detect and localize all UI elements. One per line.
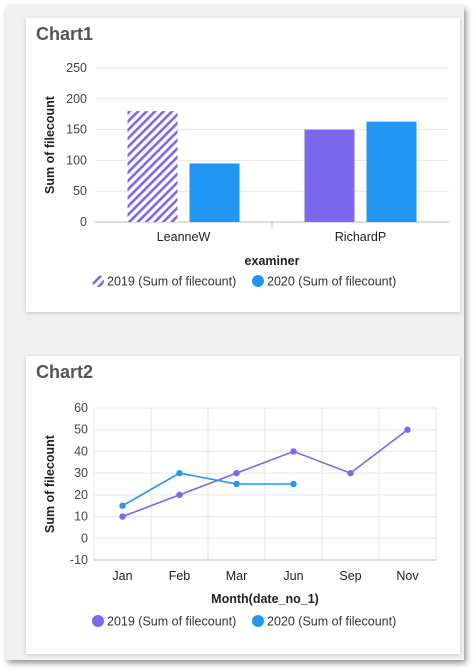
chart2-x-tick-label: Mar bbox=[226, 569, 248, 583]
chart2-legend-label: 2020 (Sum of filecount) bbox=[267, 615, 396, 629]
chart1-legend-label: 2020 (Sum of filecount) bbox=[267, 275, 396, 289]
chart1-x-tick-label: RichardP bbox=[335, 230, 386, 244]
chart2-x-axis-label: Month(date_no_1) bbox=[211, 592, 319, 606]
chart2-x-tick-label: Jan bbox=[112, 569, 132, 583]
chart2-x-tick-label: Sep bbox=[339, 569, 361, 583]
chart1-card: Chart1 0 50 100 150 200 250 LeanneW RichardP exa… bbox=[26, 18, 460, 312]
chart2-data-point bbox=[176, 491, 183, 499]
chart2-data-point bbox=[290, 448, 297, 455]
chart1-y-tick-label: 100 bbox=[66, 153, 87, 167]
chart2-title: Chart2 bbox=[36, 362, 94, 382]
chart2-y-tick-label: -10 bbox=[70, 553, 88, 567]
chart2-series-line bbox=[122, 429, 408, 518]
chart2-x-tick-label: Feb bbox=[169, 569, 191, 583]
chart2-data-point bbox=[290, 480, 297, 488]
chart2-series-line bbox=[122, 472, 294, 507]
chart2-svg: -10 0 10 20 30 40 50 60 Jan Feb Mar Jun Sep Nov Month(… bbox=[43, 401, 437, 629]
chart2-data-point bbox=[119, 502, 126, 509]
chart1-x-tick-label: LeanneW bbox=[157, 230, 211, 244]
chart1-y-tick-label: 250 bbox=[66, 61, 87, 75]
chart1-y-tick-label: 50 bbox=[73, 184, 87, 198]
chart2-legend-marker bbox=[252, 615, 264, 627]
chart1-title: Chart1 bbox=[36, 24, 94, 44]
chart2-legend-label: 2019 (Sum of filecount) bbox=[107, 615, 236, 629]
chart2-y-tick-label: 30 bbox=[74, 466, 88, 480]
chart1-legend-marker bbox=[252, 275, 264, 287]
chart2-data-point bbox=[233, 469, 240, 477]
dashboard-frame: Chart1 0 50 100 150 200 250 LeanneW RichardP exa… bbox=[6, 6, 464, 660]
chart1-bar bbox=[127, 111, 178, 222]
chart1-y-tick-label: 200 bbox=[66, 92, 87, 106]
chart1-svg: 0 50 100 150 200 250 LeanneW RichardP examiner Su… bbox=[43, 61, 449, 289]
chart2-legend-marker bbox=[92, 615, 104, 627]
chart1-bar bbox=[366, 121, 417, 222]
chart2-data-point bbox=[404, 426, 411, 433]
chart2-y-tick-label: 10 bbox=[74, 510, 88, 524]
chart2-data-point bbox=[233, 480, 240, 488]
chart1-y-tick-label: 0 bbox=[80, 215, 87, 229]
chart1-x-axis-label: examiner bbox=[245, 254, 300, 268]
chart2-data-point bbox=[176, 469, 183, 477]
chart1-legend-label: 2019 (Sum of filecount) bbox=[107, 275, 236, 289]
chart1-y-axis-label: Sum of filecount bbox=[43, 95, 57, 194]
chart2-y-tick-label: 0 bbox=[81, 531, 88, 545]
chart1-y-tick-label: 150 bbox=[66, 123, 87, 137]
chart2-y-tick-label: 60 bbox=[74, 401, 88, 415]
chart2-x-tick-label: Jun bbox=[283, 569, 303, 583]
chart2-x-tick-label: Nov bbox=[396, 569, 419, 583]
chart1-legend-marker bbox=[92, 275, 104, 287]
chart1-bar bbox=[189, 163, 240, 222]
chart2-data-point bbox=[347, 469, 354, 477]
chart1-bar bbox=[304, 129, 355, 222]
chart2-data-point bbox=[119, 513, 126, 520]
chart2-y-axis-label: Sum of filecount bbox=[43, 434, 57, 533]
chart2-y-tick-label: 40 bbox=[74, 444, 88, 458]
chart2-card: Chart2 -10 0 10 20 30 40 50 60 Jan Feb Mar Jun Sep No… bbox=[26, 356, 460, 654]
chart2-y-tick-label: 50 bbox=[74, 423, 88, 437]
chart2-y-tick-label: 20 bbox=[74, 488, 88, 502]
